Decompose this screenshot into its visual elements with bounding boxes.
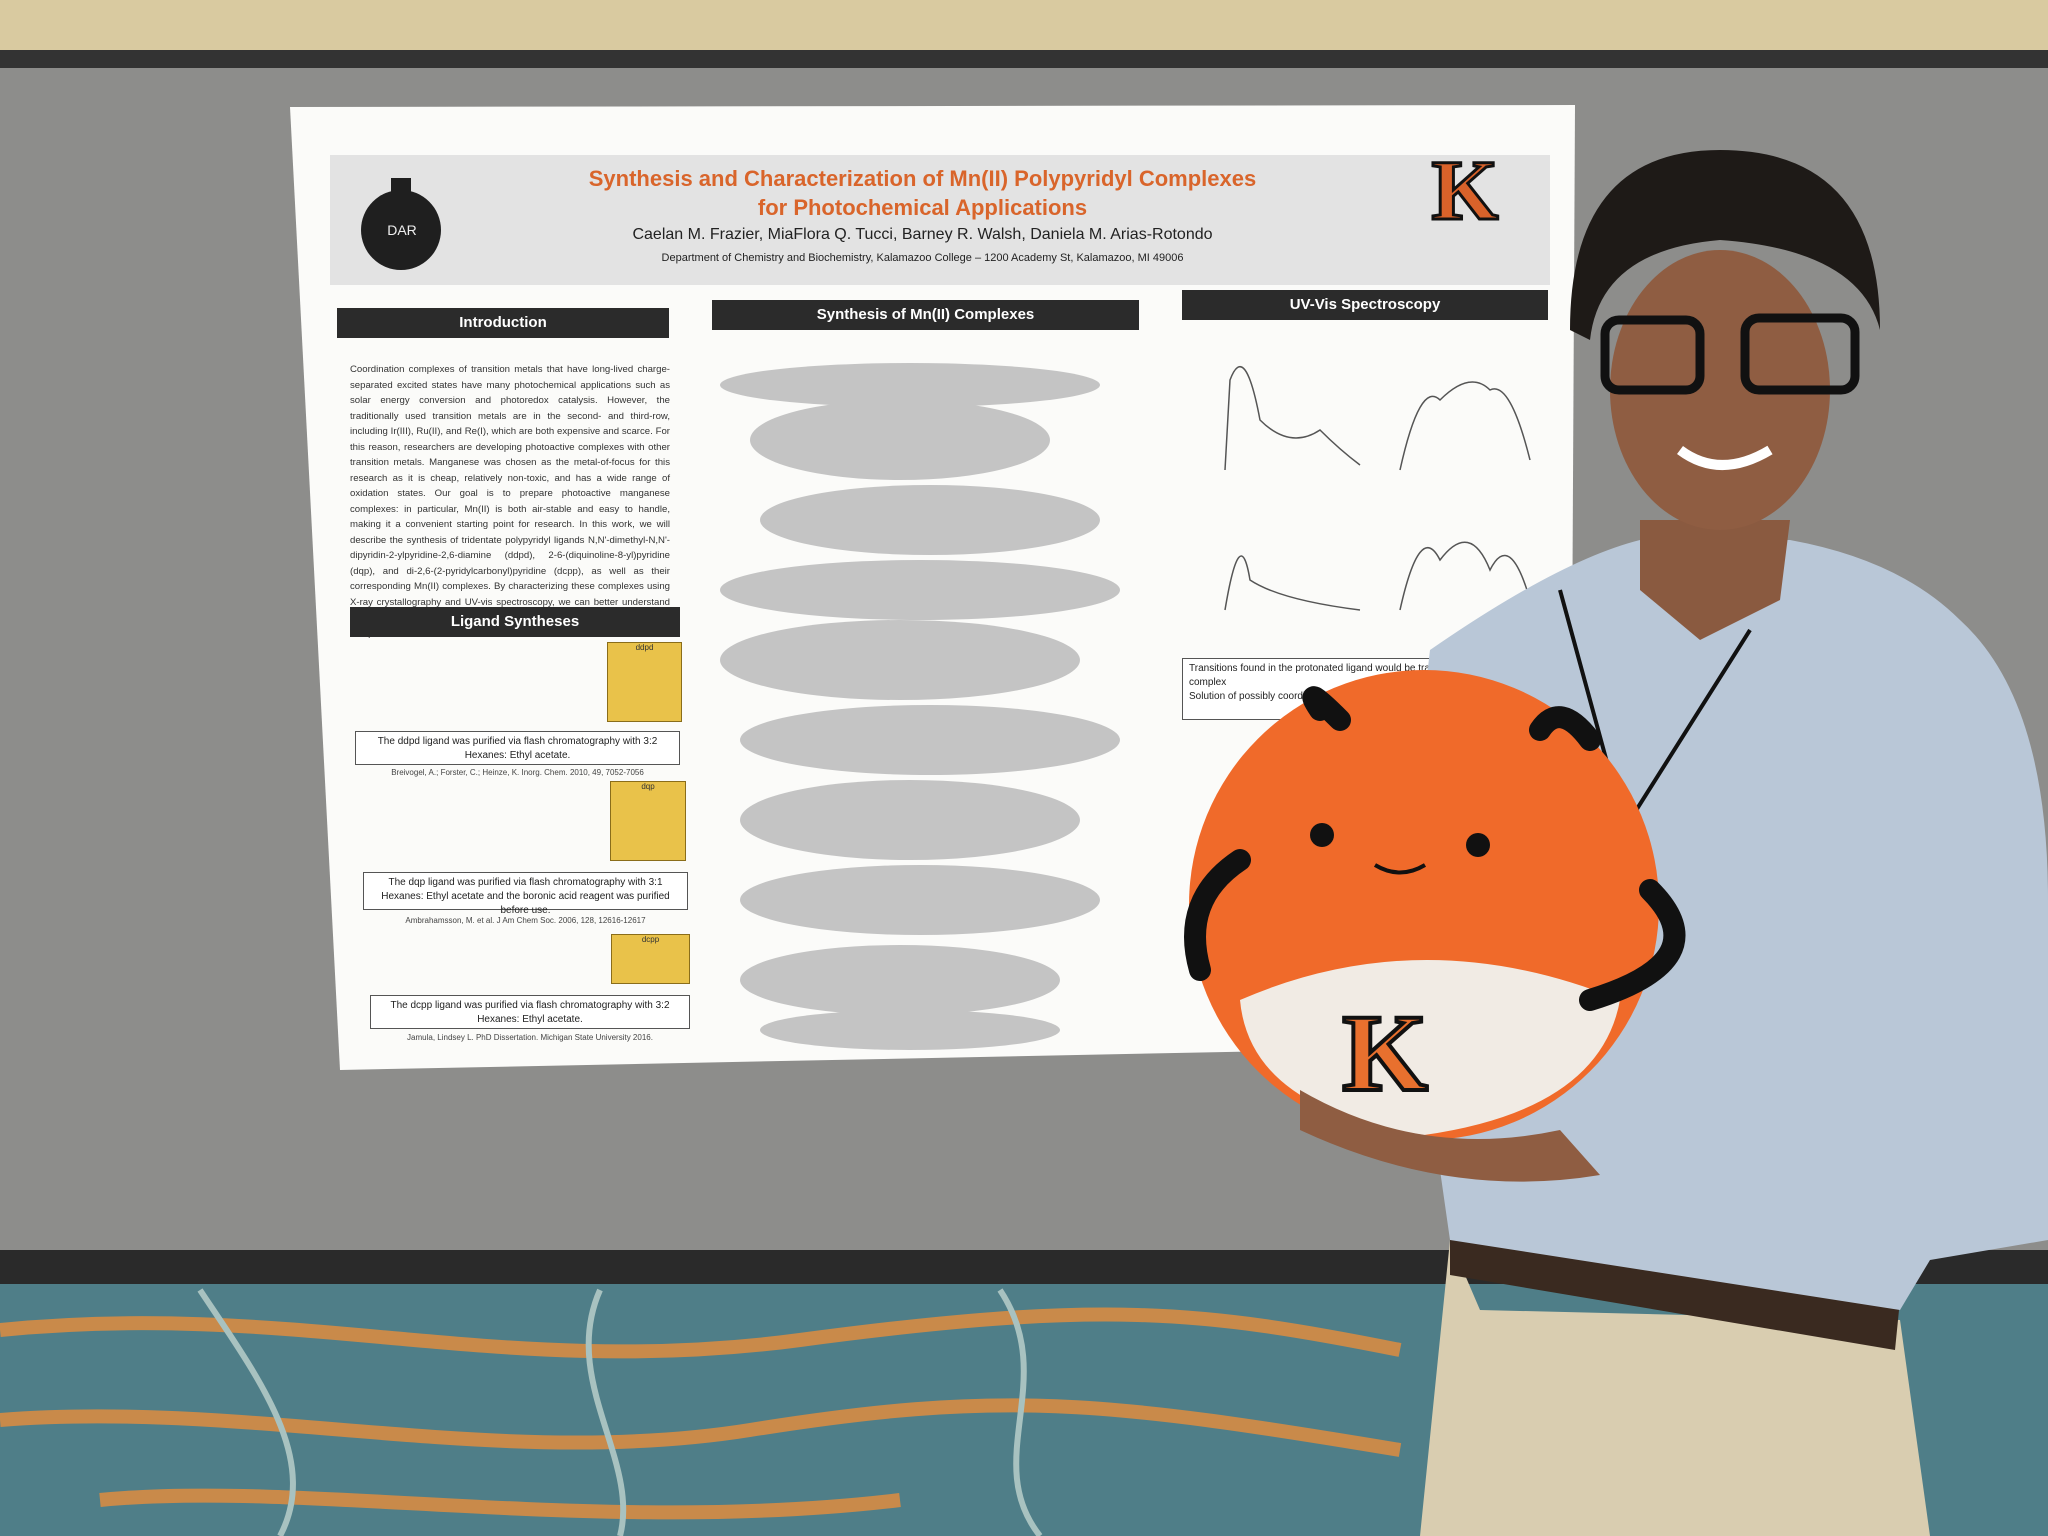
reference: Jamula, Lindsey L. PhD Dissertation. Mic…	[407, 1033, 653, 1042]
section-heading: Introduction	[337, 308, 669, 338]
lab-logo	[361, 190, 441, 270]
authors: Caelan M. Frazier, MiaFlora Q. Tucci, Ba…	[632, 226, 1213, 243]
carpet-pattern	[0, 1307, 1402, 1520]
product-box: dqp	[610, 781, 686, 861]
bullet: Transitions found in the protonated liga…	[1189, 663, 1530, 688]
reference: Ambrahamsson, M. et al. J Am Chem Soc. 2…	[405, 916, 646, 925]
section-heading: Ligand Syntheses	[350, 607, 680, 637]
carpet-pattern	[197, 1288, 1043, 1536]
smile	[1677, 445, 1773, 470]
plush-mouth	[1373, 863, 1427, 875]
poster-header	[330, 155, 1550, 285]
blurred-region	[720, 363, 1120, 1050]
title-line: for Photochemical Applications	[757, 195, 1088, 220]
spectra-plots	[1224, 366, 1531, 611]
lab-logo-text: DAR	[387, 222, 417, 238]
plush-antenna	[1302, 686, 1601, 751]
plush-eye	[1466, 833, 1490, 857]
lab-logo	[391, 178, 411, 194]
hair	[1570, 150, 1880, 340]
plush-eye	[1310, 823, 1334, 847]
bullet: Solution of possibly coordinated ddpd st…	[1189, 691, 1414, 702]
hand	[1300, 1090, 1600, 1182]
college-logo: K	[1430, 141, 1500, 240]
pants	[1420, 1240, 1930, 1536]
glasses	[1740, 313, 1860, 395]
glasses	[1600, 315, 1705, 395]
ligand-note: The dcpp ligand was purified via flash c…	[370, 995, 690, 1029]
plush-logo: K	[1342, 992, 1428, 1114]
poster-title: Synthesis and Characterization of Mn(II)…	[460, 164, 1385, 222]
section-heading: UV-Vis Spectroscopy	[1182, 290, 1548, 320]
board-frame	[0, 50, 2048, 70]
neck	[1640, 520, 1790, 640]
reference: Breivogel, A.; Forster, C.; Heinze, K. I…	[391, 768, 644, 777]
title-line: Synthesis and Characterization of Mn(II)…	[588, 166, 1257, 191]
belt	[1450, 1230, 1900, 1350]
section-heading: Synthesis of Mn(II) Complexes	[712, 300, 1139, 330]
plush-belly	[1240, 960, 1620, 1135]
product-box: dcpp	[611, 934, 690, 984]
affiliation: Department of Chemistry and Biochemistry…	[661, 252, 1184, 264]
plush-arm	[1184, 849, 1686, 1011]
ligand-note: The dqp ligand was purified via flash ch…	[363, 872, 688, 916]
ligand-note: The ddpd ligand was purified via flash c…	[355, 731, 680, 765]
product-box: ddpd	[607, 642, 682, 722]
